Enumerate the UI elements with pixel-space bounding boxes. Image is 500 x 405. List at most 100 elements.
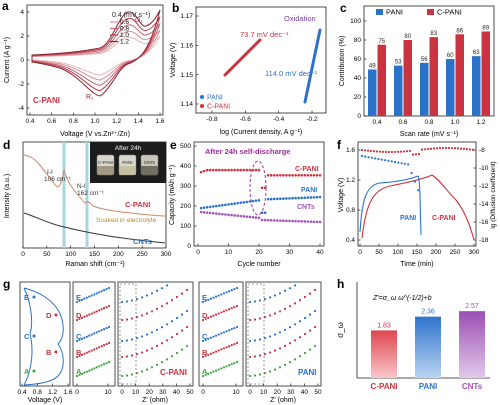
y-axis-label-e: Capacity (mAh g⁻¹)	[169, 165, 176, 225]
diffusion-point-cpani	[396, 150, 400, 153]
eis-point-B	[160, 342, 164, 345]
eis-point-D	[90, 312, 93, 315]
point-cnts	[276, 219, 279, 222]
point-cnts	[263, 218, 267, 222]
diffusion-point-cpani	[453, 147, 457, 150]
value-label-cpani: 83	[430, 31, 437, 37]
slope-pani: 114.0 mV dec⁻¹	[265, 69, 318, 78]
eis-point-A	[98, 365, 101, 368]
eis-point-A	[83, 371, 86, 374]
tafel-line-pani	[303, 28, 322, 104]
diffusion-point-cpani	[393, 150, 397, 154]
eis-point-B	[107, 341, 111, 345]
legend-swatch-cpani	[427, 9, 434, 15]
point-pani	[251, 199, 255, 203]
category-label: 1.0	[450, 119, 459, 126]
eis-point-D	[135, 316, 139, 319]
point-pani	[230, 202, 233, 206]
annot-i-i-value: 106 cm⁻¹	[44, 176, 72, 183]
point-cnts	[230, 213, 233, 217]
point-pani	[291, 196, 294, 200]
eis-point-C	[185, 309, 189, 313]
eis-frame-cpani-zoom	[72, 281, 116, 387]
value-label-pani: 60	[447, 53, 454, 59]
point-cnts	[245, 215, 249, 218]
point-cpani	[291, 173, 294, 177]
eis-point-A	[130, 373, 134, 376]
point-cpani	[205, 168, 209, 172]
eis-point-D	[268, 314, 272, 317]
eis-point-A	[201, 374, 205, 378]
point-cnts	[233, 214, 236, 217]
eis-point-C	[293, 323, 297, 326]
g-z4-xtick-label: 20	[274, 389, 282, 396]
eis-point-A	[268, 370, 272, 373]
eis-point-E	[105, 287, 108, 291]
panel-label-e: e	[170, 138, 177, 152]
fr-ytick-label: -10	[479, 165, 489, 172]
eis-point-B	[313, 325, 317, 329]
eis-point-E	[78, 299, 81, 303]
diffusion-point-cpani	[363, 149, 367, 152]
eis-point-D	[83, 315, 86, 318]
eis-point-E	[204, 299, 207, 303]
bar-pani	[472, 56, 481, 116]
eis-point-D	[235, 304, 239, 308]
eis-point-B	[220, 348, 223, 351]
a-xtick-label: 0.4	[25, 118, 34, 125]
eis-point-E	[214, 295, 218, 298]
eis-point-C	[85, 335, 88, 338]
point-cpani	[215, 168, 218, 172]
point-pani	[224, 203, 227, 207]
legend-label: 0.8	[120, 26, 129, 33]
eis-point-E	[125, 300, 129, 303]
eis-point-C	[217, 333, 220, 336]
diffusion-point-pani	[403, 162, 406, 165]
point-pani	[303, 196, 307, 200]
label-pani: PANI	[298, 368, 317, 377]
e-ytick-label: 500	[180, 143, 191, 150]
point-cpani	[272, 173, 276, 177]
point-pani	[263, 211, 267, 215]
x-axis-label-c: Scan rate (mV s⁻¹)	[400, 131, 459, 138]
diffusion-point-cpani	[369, 149, 373, 153]
diffusion-point-pani	[370, 156, 373, 159]
eis-point-B	[83, 352, 86, 355]
panel-label-g: g	[3, 277, 10, 291]
eis-point-D	[140, 314, 144, 317]
point-cpani	[202, 169, 206, 173]
cv-inner	[23, 287, 33, 386]
eis-point-D	[214, 313, 218, 316]
point-cnts	[260, 218, 264, 222]
annot-n-i: N-I	[77, 183, 86, 190]
eis-point-B	[217, 349, 220, 352]
diffusion-point-cpani	[444, 146, 448, 150]
point-cpani	[297, 173, 300, 177]
point-cnts	[309, 220, 313, 223]
state-marker-cv-C	[32, 334, 36, 338]
eis-point-D	[207, 316, 210, 319]
diffusion-point-pani	[397, 161, 400, 164]
eis-point-E	[288, 287, 292, 290]
eis-point-D	[278, 310, 282, 313]
eis-point-E	[220, 293, 223, 296]
series-label-pani: PANI	[301, 187, 317, 194]
state-label-eis-B: B	[76, 348, 82, 357]
eis-point-D	[233, 305, 236, 309]
eis-point-E	[273, 294, 277, 297]
vial-pani-content	[119, 166, 136, 175]
eis-point-E	[235, 286, 239, 290]
eis-point-E	[145, 294, 149, 297]
eis-point-A	[278, 366, 282, 369]
eis-point-A	[293, 358, 297, 361]
eis-point-B	[100, 345, 103, 348]
vial-label-cnts: CNTs	[144, 160, 156, 165]
category-label: C-PANI	[371, 382, 398, 391]
point-cpani	[233, 168, 236, 172]
e-ytick-label: 100	[180, 223, 191, 230]
cycling-points	[199, 168, 322, 224]
b-ytick-label: 1.14	[180, 101, 193, 108]
eis-point-B	[288, 342, 292, 345]
eis-point-D	[93, 311, 96, 314]
eis-point-A	[258, 373, 262, 376]
